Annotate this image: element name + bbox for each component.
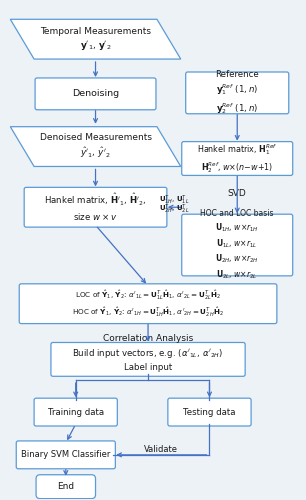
Text: Reference
$\mathbf{y}_1^{Ref}$ $(1,n)$
$\mathbf{y}_2^{Ref}$ $(1,n)$: Reference $\mathbf{y}_1^{Ref}$ $(1,n)$ $… <box>215 70 259 116</box>
Text: Binary SVM Classifier: Binary SVM Classifier <box>21 450 110 460</box>
Text: $\mathbf{U}_{2H}^T$, $\mathbf{U}_{2L}^T$: $\mathbf{U}_{2H}^T$, $\mathbf{U}_{2L}^T$ <box>159 202 189 216</box>
FancyBboxPatch shape <box>16 441 115 469</box>
FancyBboxPatch shape <box>36 474 95 498</box>
Text: Build input vectors, e.g. $(\alpha'_{1L}$, $\alpha'_{2H})$
Label input: Build input vectors, e.g. $(\alpha'_{1L}… <box>73 347 224 372</box>
Text: Temporal Measurements
$\mathbf{y}'_1$, $\mathbf{y}'_2$: Temporal Measurements $\mathbf{y}'_1$, $… <box>40 26 151 52</box>
Text: Hankel matrix, $\hat{\mathbf{H}}'_1$, $\hat{\mathbf{H}}'_2$,
size $w\times v$: Hankel matrix, $\hat{\mathbf{H}}'_1$, $\… <box>44 192 147 222</box>
FancyBboxPatch shape <box>182 214 293 276</box>
Text: Denoised Measurements
$\hat{y}'_1$, $\hat{y}'_2$: Denoised Measurements $\hat{y}'_1$, $\ha… <box>39 133 151 160</box>
FancyBboxPatch shape <box>51 342 245 376</box>
Text: End: End <box>57 482 74 491</box>
Text: Validate: Validate <box>144 446 178 454</box>
Text: Testing data: Testing data <box>183 408 236 416</box>
Text: Training data: Training data <box>48 408 104 416</box>
FancyBboxPatch shape <box>182 142 293 176</box>
FancyBboxPatch shape <box>34 398 117 426</box>
Text: Hankel matrix, $\mathbf{H}_1^{Ref}$
$\mathbf{H}_2^{Ref}$, $w{\times}(n{-}w{+}1)$: Hankel matrix, $\mathbf{H}_1^{Ref}$ $\ma… <box>197 142 277 175</box>
Text: Correlation Analysis: Correlation Analysis <box>103 334 193 343</box>
FancyBboxPatch shape <box>186 72 289 114</box>
Text: Denoising: Denoising <box>72 90 119 98</box>
Text: LOC of $\hat{\mathbf{Y}}_1$, $\hat{\mathbf{Y}}_2$: $\alpha'_{1L}{=}\mathbf{U}_{1: LOC of $\hat{\mathbf{Y}}_1$, $\hat{\math… <box>72 288 224 318</box>
FancyBboxPatch shape <box>35 78 156 110</box>
FancyBboxPatch shape <box>24 188 167 227</box>
Polygon shape <box>10 20 181 59</box>
Text: HOC and LOC basis
$\mathbf{U}_{1H}$, $w{\times}r_{1H}$
$\mathbf{U}_{1L}$, $w{\ti: HOC and LOC basis $\mathbf{U}_{1H}$, $w{… <box>200 209 274 281</box>
Text: SVD: SVD <box>228 189 247 198</box>
Text: $\mathbf{U}_{1H}^T$, $\mathbf{U}_{1L}^T$: $\mathbf{U}_{1H}^T$, $\mathbf{U}_{1L}^T$ <box>159 194 189 207</box>
FancyBboxPatch shape <box>168 398 251 426</box>
Polygon shape <box>10 126 181 166</box>
FancyBboxPatch shape <box>19 284 277 324</box>
